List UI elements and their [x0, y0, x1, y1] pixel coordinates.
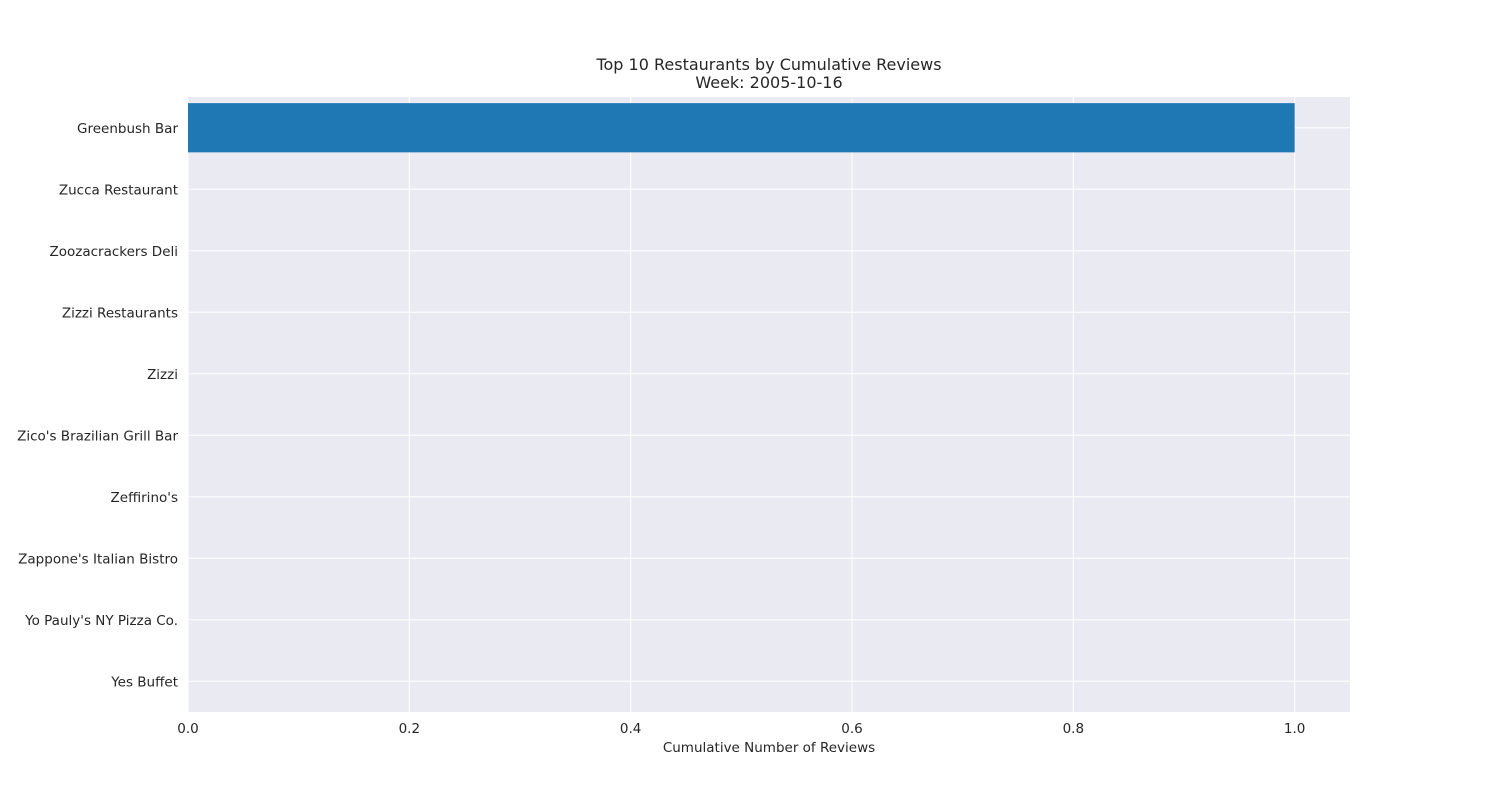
y-tick-labels: Greenbush Bar Zucca Restaurant Zoozacracke… — [17, 121, 178, 691]
y-tick-label: Zizzi — [147, 367, 178, 383]
x-tick-label: 0.0 — [177, 721, 198, 737]
y-tick-label: Zizzi Restaurants — [62, 305, 178, 321]
y-tick-label: Zucca Restaurant — [59, 182, 178, 198]
y-tick-label: Zoozacrackers Deli — [49, 244, 178, 260]
plot-area — [188, 97, 1350, 712]
grid-lines — [187, 97, 1350, 712]
chart-subtitle: Week: 2005-10-16 — [695, 73, 842, 92]
bar — [188, 103, 1295, 153]
y-tick-label: Zico's Brazilian Grill Bar — [17, 428, 178, 444]
x-tick-label: 0.4 — [620, 721, 641, 737]
x-tick-label: 0.6 — [841, 721, 862, 737]
x-tick-label: 0.2 — [399, 721, 420, 737]
x-axis-label: Cumulative Number of Reviews — [663, 740, 875, 756]
y-tick-label: Zappone's Italian Bistro — [18, 551, 178, 567]
x-tick-label: 1.0 — [1284, 721, 1305, 737]
y-tick-label: Greenbush Bar — [77, 121, 178, 137]
y-tick-label: Yes Buffet — [110, 674, 178, 690]
bars — [188, 103, 1295, 153]
chart-title: Top 10 Restaurants by Cumulative Reviews — [595, 55, 941, 74]
x-tick-labels: 0.0 0.2 0.4 0.6 0.8 1.0 — [177, 721, 1305, 737]
y-tick-label: Zeffirino's — [111, 490, 178, 506]
x-tick-label: 0.8 — [1063, 721, 1084, 737]
y-tick-label: Yo Pauly's NY Pizza Co. — [24, 613, 178, 629]
